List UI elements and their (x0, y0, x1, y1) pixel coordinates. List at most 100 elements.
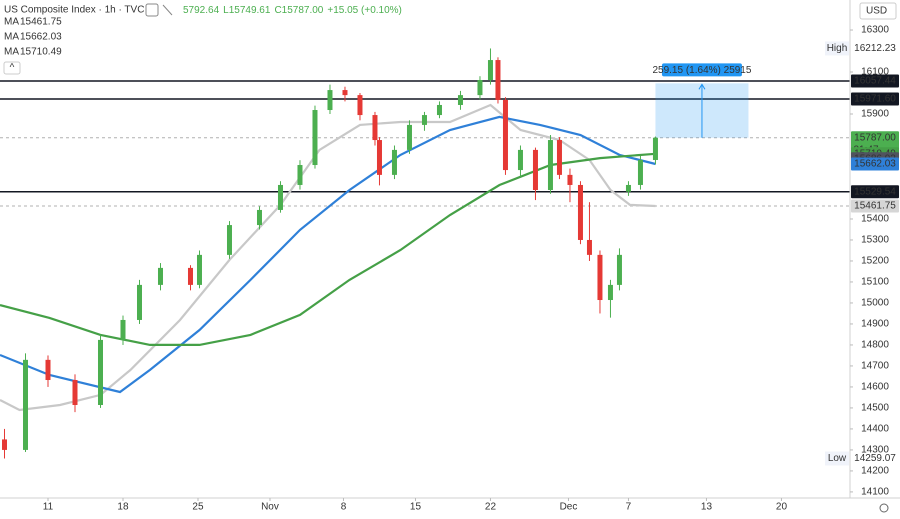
ohlc-value: L15749.61 (223, 5, 271, 16)
price-label: 15529.54 (854, 186, 896, 197)
legend-name: MA (4, 32, 19, 43)
candle-body (357, 95, 363, 116)
price-tag: Low (828, 453, 847, 464)
ohlc-group: 5792.64 L15749.61 C15787.00 +15.05 (+0.10%) (183, 5, 402, 16)
candle-body (372, 115, 378, 141)
x-tick-label: 13 (701, 502, 713, 513)
x-tick-label: 18 (117, 502, 129, 513)
collapse-icon[interactable]: ^ (10, 63, 15, 74)
candle-body (157, 267, 163, 285)
y-tick-label: 14100 (861, 487, 889, 498)
y-tick-label: 14300 (861, 445, 889, 456)
price-label-bg (851, 199, 899, 213)
candle-body (406, 124, 412, 150)
price-label: 15662.03 (854, 159, 896, 170)
candle-body (342, 90, 348, 96)
candle-body (517, 149, 523, 171)
y-tick-label: 15900 (861, 109, 889, 120)
candle-body (1, 439, 7, 450)
y-tick-label: 15200 (861, 256, 889, 267)
x-tick-label: Dec (560, 502, 578, 513)
candle-body (187, 267, 193, 285)
price-label: 15787.00 (854, 132, 896, 143)
y-tick-label: 14900 (861, 319, 889, 330)
candle-body (22, 359, 28, 450)
candle-body (277, 184, 283, 210)
x-tick-label: Nov (261, 502, 279, 513)
candle-body (391, 149, 397, 175)
x-tick-label: 22 (485, 502, 497, 513)
eye-icon[interactable] (145, 3, 159, 17)
candle-body (597, 254, 603, 301)
ohlc-values: 5792.64 L15749.61 C15787.00 +15.05 (+0.10%) (183, 5, 402, 16)
x-tick-label: 7 (626, 502, 632, 513)
candle-body (556, 140, 562, 175)
candle-body (487, 60, 493, 80)
candle-body (376, 140, 382, 175)
ohlc-value: 5792.64 (183, 5, 220, 16)
price-label-bg (851, 185, 899, 199)
x-tick-label: 8 (341, 502, 347, 513)
y-tick-label: 15300 (861, 235, 889, 246)
candle-body (226, 225, 232, 255)
overlay: US Composite Index · 1h · TVC 5792.64 L15… (3, 2, 897, 513)
candle-body (477, 79, 483, 96)
plot-area: 259.15 (1.64%) 25915 (0, 48, 850, 459)
price-label: 15461.75 (854, 201, 896, 212)
x-tick-label: 15 (410, 502, 422, 513)
price-tag-bg (825, 41, 849, 56)
ohlc-value: +15.05 (+0.10%) (327, 5, 402, 16)
ma-line (0, 115, 656, 394)
settings-icon[interactable] (162, 4, 173, 16)
candle-body (625, 184, 631, 192)
y-tick-label: 14500 (861, 403, 889, 414)
chart-title: US Composite Index · 1h · TVC (4, 5, 144, 16)
price-label-bg (851, 74, 899, 88)
candle-body (607, 284, 613, 301)
candle-body (136, 284, 142, 320)
measure-label: 259.15 (1.64%) 25915 (652, 65, 751, 76)
candle-body (421, 115, 427, 125)
price-label: 14259.07 (854, 453, 896, 464)
price-label: 16057.44 (854, 76, 896, 87)
candle-body (72, 380, 78, 405)
candle-body (577, 184, 583, 240)
y-tick-label: 16100 (861, 67, 889, 78)
x-tick-label: 20 (776, 502, 788, 513)
candle-body (652, 137, 658, 160)
y-tick-label: 15100 (861, 277, 889, 288)
candle-body (312, 110, 318, 166)
measure-arrowhead (698, 83, 706, 90)
y-tick-label: 15400 (861, 214, 889, 225)
candle-body (457, 95, 463, 105)
legend-name: MA (4, 47, 19, 58)
candle-body (586, 239, 592, 255)
price-label: 15971.60 (854, 94, 896, 105)
candle-body (45, 359, 51, 381)
candle-body (532, 149, 538, 191)
y-tick-label: 14400 (861, 424, 889, 435)
candle-body (495, 60, 501, 100)
y-tick-label: 14700 (861, 361, 889, 372)
y-tick-label: 16300 (861, 25, 889, 36)
candle-body (256, 209, 262, 226)
legend-value: 15662.03 (20, 32, 62, 43)
candle-body (637, 159, 643, 185)
collapse-button[interactable] (3, 61, 21, 75)
y-tick-label: 14800 (861, 340, 889, 351)
settings-gear[interactable] (879, 503, 889, 513)
price-tag-bg (825, 451, 849, 466)
price-label-bg (851, 92, 899, 106)
price-label-bg (851, 452, 899, 465)
currency-button[interactable] (859, 2, 897, 20)
price-label-bg (851, 157, 899, 171)
x-tick-label: 25 (192, 502, 204, 513)
candle-body (120, 319, 126, 340)
price-tag: High (827, 43, 848, 54)
y-tick-label: 14200 (861, 466, 889, 477)
candle-body (297, 165, 303, 185)
currency[interactable]: USD (866, 6, 887, 17)
ma-line (0, 152, 656, 346)
